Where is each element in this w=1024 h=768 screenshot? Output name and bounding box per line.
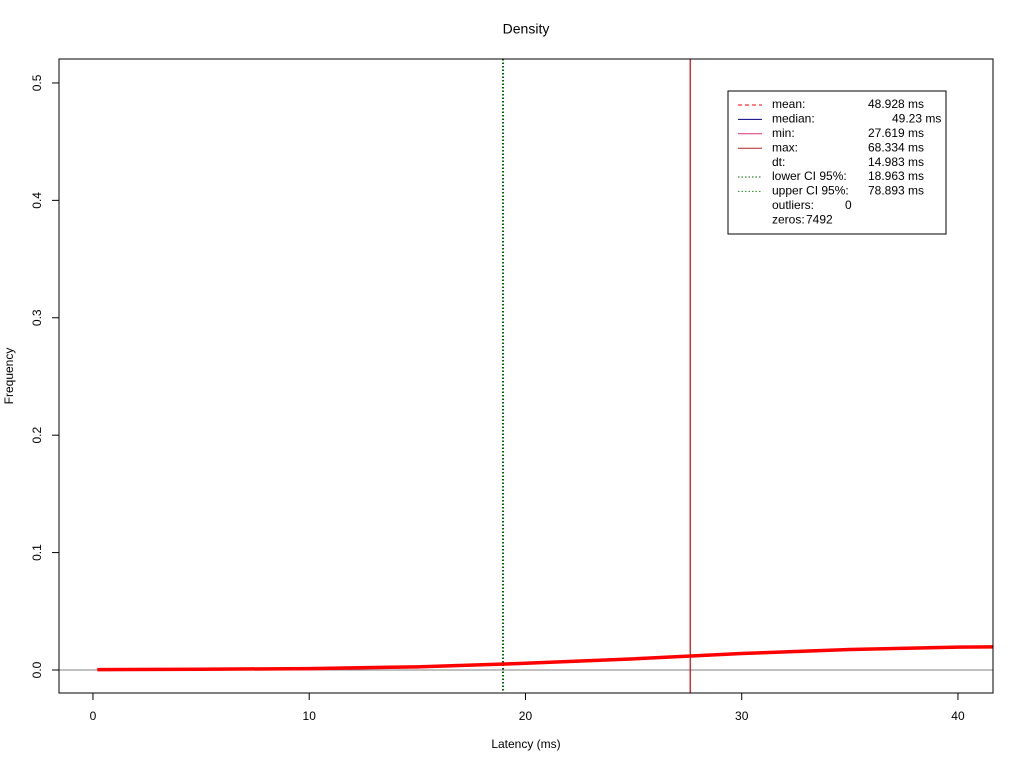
legend-value: 49.23 ms [892, 112, 941, 126]
legend-label: min: [772, 126, 795, 140]
legend-box [727, 90, 947, 235]
legend-label: zeros: [772, 212, 805, 226]
legend-label: dt: [772, 155, 785, 169]
y-tick-label: 0.4 [30, 192, 44, 209]
legend-value: 78.893 ms [868, 184, 924, 198]
legend-value: 27.619 ms [868, 126, 924, 140]
y-tick-label: 0.3 [30, 309, 44, 326]
legend-value: 0 [845, 198, 852, 212]
x-tick-label: 20 [519, 709, 533, 723]
legend-value: 18.963 ms [868, 169, 924, 183]
legend-label: upper CI 95%: [772, 184, 849, 198]
x-axis-label: Latency (ms) [491, 737, 560, 751]
legend-value: 68.334 ms [868, 140, 924, 154]
y-tick-label: 0.5 [30, 74, 44, 91]
legend-label: median: [772, 112, 815, 126]
y-axis-label: Frequency [2, 348, 16, 405]
legend-label: outliers: [772, 198, 814, 212]
x-tick-label: 10 [303, 709, 317, 723]
legend-value: 48.928 ms [868, 97, 924, 111]
chart-title: Density [503, 21, 550, 37]
legend-label: lower CI 95%: [772, 169, 847, 183]
legend-value: 7492 [806, 212, 833, 226]
x-tick-label: 40 [951, 709, 965, 723]
density-curve [97, 645, 993, 672]
legend-label: mean: [772, 97, 805, 111]
plot-area [59, 59, 993, 693]
x-tick-label: 0 [90, 709, 97, 723]
plot-frame [58, 58, 994, 694]
y-tick-label: 0.2 [30, 427, 44, 444]
x-tick-label: 30 [735, 709, 749, 723]
y-tick-label: 0.0 [30, 661, 44, 678]
legend-value: 14.983 ms [868, 155, 924, 169]
legend-label: max: [772, 140, 798, 154]
y-tick-label: 0.1 [30, 544, 44, 561]
